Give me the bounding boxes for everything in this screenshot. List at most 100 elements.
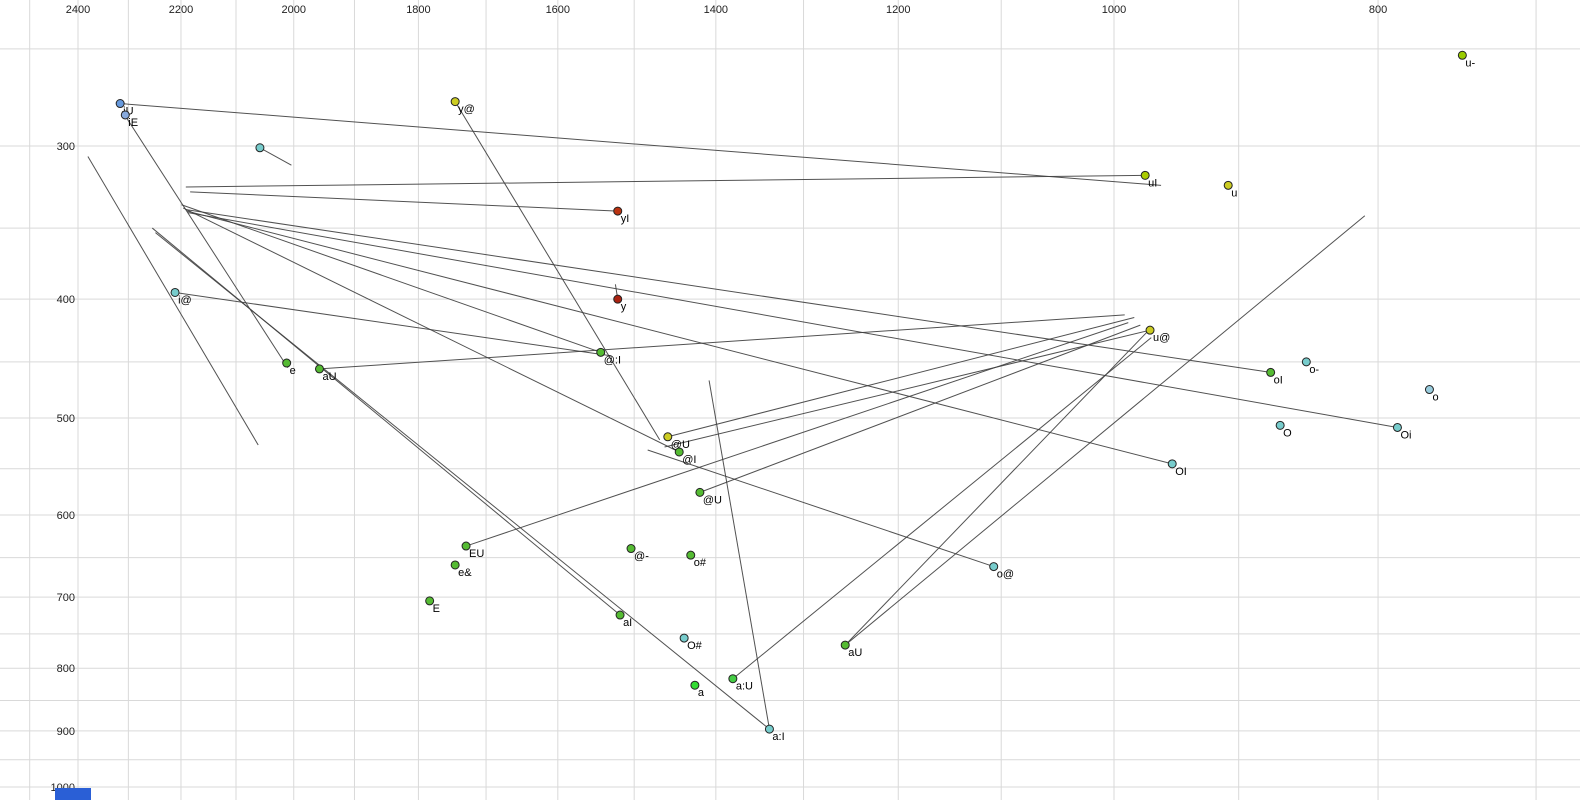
data-point bbox=[1266, 367, 1276, 377]
trajectory-line bbox=[187, 212, 1398, 428]
point-label: aU bbox=[848, 647, 862, 659]
trajectory-lines bbox=[87, 101, 1398, 730]
data-point bbox=[1424, 385, 1434, 395]
point-label: yI bbox=[621, 213, 630, 225]
point-label: uI bbox=[1148, 177, 1157, 189]
x-tick-label: 2000 bbox=[282, 4, 306, 16]
data-point bbox=[840, 640, 850, 650]
data-point bbox=[596, 347, 606, 357]
data-point bbox=[1301, 357, 1311, 367]
data-point bbox=[1145, 325, 1155, 335]
x-tick-label: 1200 bbox=[886, 4, 910, 16]
point-label: u@ bbox=[1153, 332, 1170, 344]
trajectory-line bbox=[120, 103, 1162, 186]
data-point bbox=[615, 610, 625, 620]
trajectory-line bbox=[708, 380, 770, 730]
data-point bbox=[695, 487, 705, 497]
point-label: Oi bbox=[1400, 429, 1411, 441]
point-label: u bbox=[1231, 187, 1237, 199]
x-tick-label: 1800 bbox=[406, 4, 430, 16]
data-point bbox=[1275, 420, 1285, 430]
data-point bbox=[1167, 459, 1177, 469]
data-point bbox=[1457, 50, 1467, 60]
data-point bbox=[1223, 180, 1233, 190]
trajectory-line bbox=[121, 110, 289, 369]
point-label: u- bbox=[1465, 57, 1475, 69]
trajectory-line bbox=[844, 215, 1366, 646]
data-point bbox=[1140, 170, 1150, 180]
point-label: O bbox=[1283, 427, 1292, 439]
point-label: o- bbox=[1309, 364, 1319, 376]
data-point bbox=[686, 550, 696, 560]
point-label: @U bbox=[671, 439, 690, 451]
data-point bbox=[613, 294, 623, 304]
taskbar-fragment bbox=[55, 788, 91, 800]
trajectory-line bbox=[667, 316, 1135, 438]
point-label: OI bbox=[1175, 466, 1187, 478]
data-point bbox=[613, 206, 623, 216]
data-point bbox=[674, 447, 684, 457]
y-tick-label: 300 bbox=[57, 141, 75, 153]
y-tick-label: 400 bbox=[57, 294, 75, 306]
point-label: E bbox=[433, 603, 440, 615]
point-label: @I bbox=[682, 454, 696, 466]
trajectory-line bbox=[155, 232, 770, 730]
trajectory-line bbox=[190, 191, 618, 212]
trajectory-line bbox=[465, 322, 1129, 547]
point-label: O# bbox=[687, 640, 703, 652]
point-label: a:I bbox=[772, 731, 784, 743]
x-tick-label: 800 bbox=[1369, 4, 1387, 16]
x-tick-label: 2400 bbox=[66, 4, 90, 16]
trajectory-line bbox=[319, 314, 1125, 370]
data-point bbox=[450, 560, 460, 570]
x-tick-label: 1400 bbox=[704, 4, 728, 16]
point-label: iE bbox=[128, 117, 138, 129]
trajectory-line bbox=[181, 204, 601, 353]
data-point bbox=[170, 287, 180, 297]
trajectory-line bbox=[87, 156, 259, 446]
point-label: o@ bbox=[997, 569, 1014, 581]
point-label: y@ bbox=[458, 104, 475, 116]
point-label: aU bbox=[322, 371, 336, 383]
point-label: a:U bbox=[736, 681, 753, 693]
point-label: @- bbox=[634, 551, 649, 563]
trajectory-line bbox=[186, 210, 1173, 465]
point-label: iU bbox=[123, 106, 133, 118]
trajectory-line bbox=[185, 174, 1146, 188]
point-label: y bbox=[621, 301, 627, 313]
data-point bbox=[663, 432, 673, 442]
data-point bbox=[728, 674, 738, 684]
point-label: e& bbox=[458, 567, 472, 579]
data-point bbox=[425, 596, 435, 606]
data-point bbox=[120, 110, 130, 120]
data-point bbox=[764, 724, 774, 734]
y-tick-label: 500 bbox=[57, 413, 75, 425]
trajectory-line bbox=[664, 329, 1151, 448]
point-label: @U bbox=[703, 494, 722, 506]
y-tick-label: 700 bbox=[57, 592, 75, 604]
trajectory-line bbox=[454, 101, 661, 441]
trajectory-line bbox=[174, 291, 612, 357]
data-point bbox=[461, 541, 471, 551]
point-label: aI bbox=[623, 617, 632, 629]
point-label: i@ bbox=[178, 294, 192, 306]
point-label: EU bbox=[469, 548, 484, 560]
axis-tick-labels: 2400 2200 2000 1800 1600 1400 1200 1000 800 300 40… bbox=[51, 4, 1388, 794]
data-point bbox=[989, 562, 999, 572]
trajectory-line bbox=[185, 209, 1271, 373]
point-label: oI bbox=[1274, 374, 1283, 386]
point-label: o bbox=[1432, 392, 1438, 404]
data-point bbox=[626, 544, 636, 554]
data-point bbox=[115, 99, 125, 109]
point-label: o# bbox=[694, 557, 707, 569]
trajectory-line bbox=[699, 324, 1141, 493]
data-point bbox=[450, 97, 460, 107]
trajectory-line bbox=[844, 331, 1148, 646]
y-tick-label: 800 bbox=[57, 663, 75, 675]
data-point bbox=[282, 358, 292, 368]
data-point bbox=[690, 680, 700, 690]
x-tick-label: 1000 bbox=[1102, 4, 1126, 16]
